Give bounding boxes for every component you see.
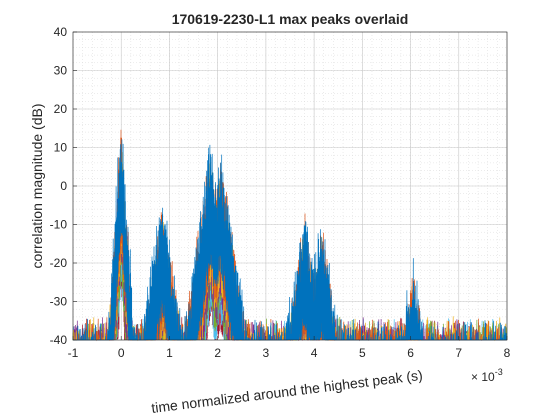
x-tick-label: 3 [263, 346, 270, 360]
y-tick-label: 20 [54, 102, 68, 116]
x-tick-label: 0 [118, 346, 125, 360]
y-axis-label: correlation magnitude (dB) [29, 104, 45, 269]
x-tick-label: 8 [504, 346, 511, 360]
x-exponent-label: × 10-3 [471, 367, 503, 384]
x-tick-label: -1 [68, 346, 79, 360]
y-tick-label: -10 [50, 218, 68, 232]
y-tick-label: 10 [54, 141, 68, 155]
x-tick-labels: -1 0 1 2 3 4 5 6 7 8 [68, 346, 511, 360]
x-tick-label: 4 [311, 346, 318, 360]
x-tick-label: 7 [455, 346, 462, 360]
x-tick-label: 6 [407, 346, 414, 360]
x-exponent-power: -3 [495, 367, 503, 377]
y-tick-label: -20 [50, 256, 68, 270]
y-tick-label: -40 [50, 333, 68, 347]
x-tick-label: 2 [214, 346, 221, 360]
y-tick-label: -30 [50, 295, 68, 309]
y-tick-labels: -40 -30 -20 -10 0 10 20 30 40 [50, 25, 68, 347]
x-exponent-base: × 10 [471, 370, 495, 384]
y-tick-label: 30 [54, 64, 68, 78]
x-axis-label: time normalized around the highest peak … [150, 367, 423, 416]
y-tick-label: 40 [54, 25, 68, 39]
chart-title: 170619-2230-L1 max peaks overlaid [172, 11, 409, 27]
x-tick-label: 5 [359, 346, 366, 360]
x-tick-label: 1 [166, 346, 173, 360]
y-tick-label: 0 [60, 179, 67, 193]
tick-marks [72, 31, 508, 341]
